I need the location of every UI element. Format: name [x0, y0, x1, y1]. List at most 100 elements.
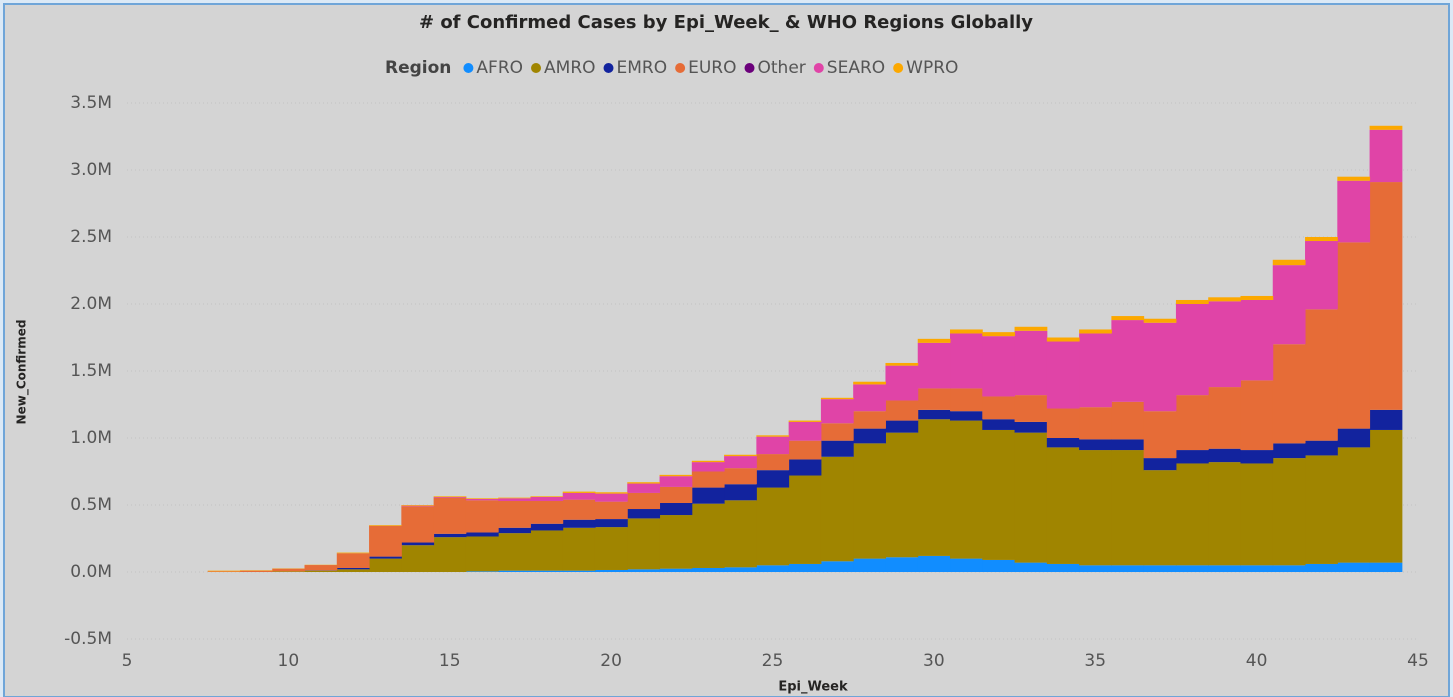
area-segment [885, 432, 919, 558]
area-segment [336, 567, 370, 570]
area-segment [562, 491, 596, 493]
area-segment [1369, 409, 1403, 430]
area-segment [724, 454, 757, 457]
area-segment [401, 505, 435, 506]
area-segment [1369, 182, 1403, 410]
area-segment [982, 396, 1016, 420]
area-segment [659, 502, 693, 516]
area-segment [498, 527, 531, 534]
legend-marker [675, 63, 686, 73]
area-segment [950, 411, 983, 421]
area-segment [1305, 563, 1338, 572]
area-segment [1143, 470, 1177, 566]
legend-marker [744, 63, 755, 73]
area-segment [1240, 450, 1274, 464]
area-segment [1369, 125, 1403, 130]
area-segment [1079, 450, 1112, 566]
area-segment [369, 525, 402, 557]
area-segment [465, 500, 499, 533]
area-segment [1208, 387, 1241, 449]
area-segment [691, 487, 725, 504]
y-tick-label: 2.5M [70, 227, 112, 247]
area-segment [433, 496, 467, 498]
area-segment [627, 518, 661, 570]
area-segment [1175, 395, 1209, 451]
area-segment [336, 552, 370, 554]
area-segment [627, 483, 661, 493]
area-segment [1079, 439, 1112, 451]
area-segment [433, 533, 467, 538]
area-segment [530, 530, 564, 571]
area-segment [917, 342, 951, 389]
area-segment [1014, 421, 1048, 433]
area-segment [369, 558, 402, 572]
area-segment [788, 475, 822, 564]
area-segment [917, 555, 951, 572]
y-tick-label: 0.0M [70, 562, 112, 582]
area-segment [1337, 176, 1371, 181]
area-segment [1175, 304, 1209, 396]
area-segment [1272, 565, 1306, 572]
area-segment [788, 440, 822, 460]
x-tick-label: 20 [600, 651, 622, 671]
area-segment [917, 388, 951, 410]
area-segment [1143, 318, 1177, 323]
area-segment [239, 570, 273, 572]
area-segment [304, 570, 338, 572]
area-segment [433, 497, 467, 534]
area-segment [336, 569, 370, 572]
area-segment [724, 468, 757, 485]
area-segment [982, 419, 1016, 430]
area-segment [336, 553, 370, 568]
area-segment [1143, 322, 1177, 412]
area-segment [659, 474, 693, 477]
area-segment [562, 499, 596, 520]
legend-label: AFRO [476, 58, 523, 78]
area-segment [594, 501, 628, 520]
area-segment [1208, 301, 1241, 388]
area-segment [1305, 309, 1338, 441]
area-segment [627, 482, 661, 484]
area-segment [272, 571, 306, 572]
area-segment [1175, 299, 1209, 304]
area-segment [1272, 259, 1306, 266]
area-segment [1046, 563, 1080, 572]
area-segment [724, 484, 757, 501]
x-tick-label: 35 [1084, 651, 1106, 671]
area-segment [369, 525, 402, 526]
y-tick-label: 3.0M [70, 160, 112, 180]
area-segment [465, 498, 499, 499]
area-segment [562, 570, 596, 572]
legend-marker [893, 63, 904, 73]
area-segment [917, 419, 951, 556]
area-segment [885, 362, 919, 366]
area-segment [659, 486, 693, 503]
area-segment [1046, 408, 1080, 438]
area-segment [788, 563, 822, 572]
area-segment [594, 492, 628, 494]
x-tick-label: 15 [439, 651, 461, 671]
area-segment [788, 420, 822, 422]
y-tick-label: 2.0M [70, 294, 112, 314]
area-segment [820, 397, 854, 400]
area-segment [1046, 447, 1080, 564]
y-tick-label: -0.5M [64, 629, 112, 649]
area-segment [1208, 462, 1241, 566]
area-segment [272, 568, 306, 572]
area-segment [1240, 463, 1274, 566]
legend: Region AFRO AMRO EMRO EURO Other SEARO WPRO [385, 58, 958, 78]
legend-marker [603, 63, 614, 73]
legend-label: SEARO [827, 58, 885, 78]
area-segment [1272, 265, 1306, 345]
area-segment [691, 503, 725, 568]
x-tick-label: 10 [278, 651, 300, 671]
legend-label: Other [758, 58, 806, 78]
area-segment [853, 411, 886, 429]
area-segment [1208, 565, 1241, 572]
area-segment [1305, 440, 1338, 456]
legend-label: WPRO [906, 58, 958, 78]
legend-label: EURO [688, 58, 736, 78]
area-segment [498, 497, 531, 499]
area-segment [401, 545, 435, 572]
